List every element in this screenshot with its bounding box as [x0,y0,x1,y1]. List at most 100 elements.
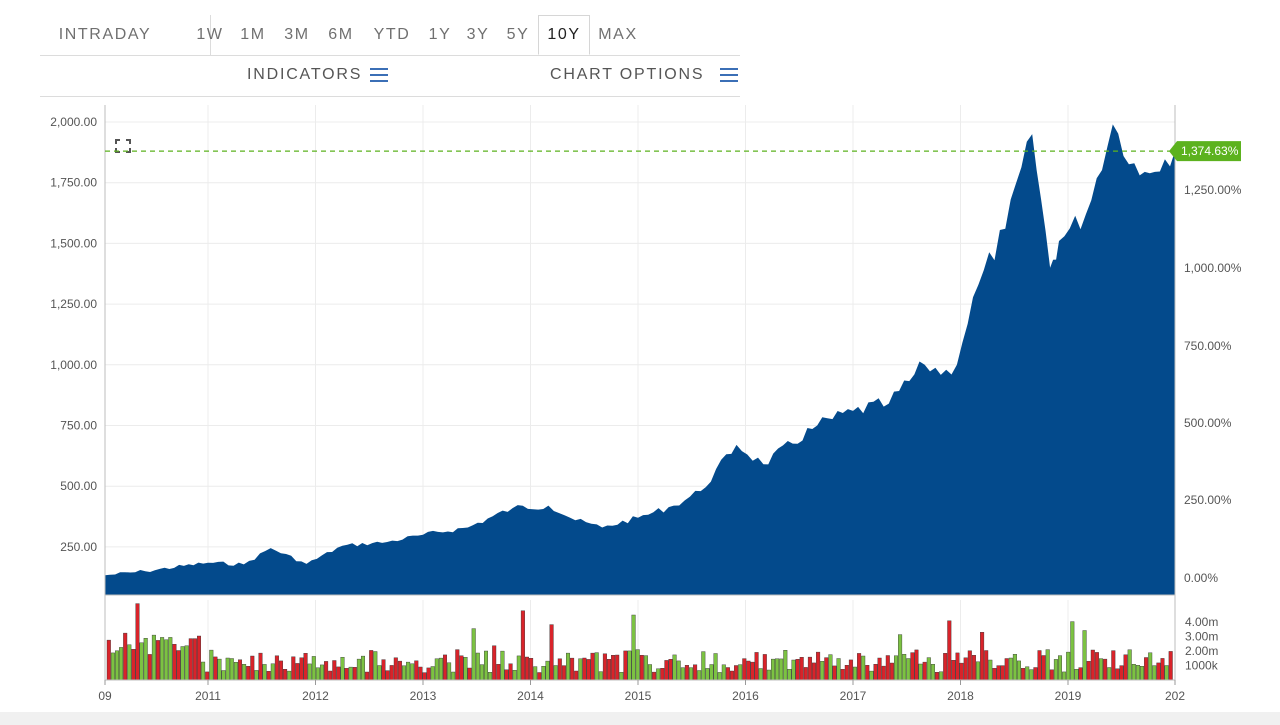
volume-bar [1127,649,1132,681]
indicators-button[interactable]: INDICATORS [247,55,362,95]
chart-options-menu-icon[interactable] [720,68,738,82]
range-10y-button[interactable]: 10Y [538,15,590,55]
volume-bar [680,667,685,681]
volume-bar [443,654,448,681]
x-tick-label: 2019 [1055,689,1082,703]
volume-bar [287,670,292,681]
volume-bar [168,637,173,681]
volume-bar [746,660,751,681]
range-1w-button[interactable]: 1W [196,26,224,43]
volume-bar [176,650,181,681]
volume-bar [898,634,903,681]
volume-bar [455,649,460,681]
volume-bar [389,665,394,681]
volume-bar [418,666,423,681]
volume-bar [578,658,583,681]
volume-bar [848,659,853,681]
y-left-tick-label: 2,000.00 [50,115,97,129]
volume-bar [201,661,206,681]
y-right-tick-label: 250.00% [1184,493,1232,507]
volume-bar [787,669,792,681]
volume-bar [730,670,735,681]
range-3y-button[interactable]: 3Y [466,26,490,43]
volume-bar [1017,660,1022,681]
range-1y-button[interactable]: 1Y [428,26,452,43]
volume-bar [976,661,981,681]
volume-bar [791,659,796,681]
range-ytd-button[interactable]: YTD [373,26,411,43]
volume-bar [114,650,119,681]
chart-options-button[interactable]: CHART OPTIONS [550,55,704,95]
volume-bar [762,654,767,681]
bottom-strip [0,712,1280,725]
volume-bar [549,624,554,681]
range-5y-button[interactable]: 5Y [506,26,530,43]
volume-bar [299,657,304,681]
volume-bar [648,664,653,681]
volume-bar [172,644,177,681]
volume-bar [566,652,571,681]
volume-bar [693,664,698,681]
volume-bar [369,650,374,681]
volume-bar [1119,665,1124,681]
x-tick-label: 2018 [947,689,974,703]
range-max-button[interactable]: MAX [598,26,638,43]
volume-bar [512,670,517,681]
volume-bar [385,670,390,681]
volume-bar [492,645,497,681]
volume-bar [1074,669,1079,681]
volume-bar [393,657,398,681]
current-value-label: 1,374.63% [1181,144,1239,158]
volume-bar [775,658,780,681]
volume-bar [734,665,739,681]
volume-bar [229,658,234,681]
volume-bar [447,662,452,681]
volume-bar [992,668,997,681]
volume-bar [807,656,812,681]
volume-bar [1021,668,1026,681]
y-right-tick-label: 500.00% [1184,416,1232,430]
expand-icon[interactable] [115,139,131,153]
volume-bar [258,652,263,681]
volume-bar [451,671,456,681]
volume-bar [1156,662,1161,681]
range-1m-button[interactable]: 1M [240,26,266,43]
volume-bar [209,649,214,681]
volume-bar [344,668,349,681]
x-tick-label: 09 [98,689,112,703]
volume-bar [471,628,476,681]
volume-bar [832,665,837,681]
volume-bar [311,656,316,681]
volume-bar [1025,666,1030,681]
range-3m-button[interactable]: 3M [284,26,310,43]
volume-bar [824,657,829,681]
volume-bar [377,665,382,681]
x-tick-label: 2015 [625,689,652,703]
volume-bar [779,658,784,681]
y-left-tick-label: 500.00 [60,479,97,493]
volume-bar [725,667,730,681]
volume-bar [1115,668,1120,681]
volume-bar [820,661,825,681]
volume-bar [635,649,640,681]
range-6m-button[interactable]: 6M [328,26,354,43]
volume-bar [356,658,361,681]
volume-bar [623,650,628,681]
axis-layer: 2,000.00 1,750.00 1,500.00 1,250.00 1,000.00… [50,105,1242,703]
range-intraday-button[interactable]: INTRADAY [58,26,152,43]
volume-bar [1057,655,1062,681]
volume-bar [1098,658,1103,681]
volume-bar [340,657,345,681]
volume-bar [1123,654,1128,681]
volume-bar [853,666,858,681]
indicators-menu-icon[interactable] [370,68,388,82]
x-tick-label: 202 [1165,689,1185,703]
volume-bar [836,658,841,681]
price-area-layer [105,124,1175,596]
x-tick-label: 2014 [517,689,544,703]
volume-bar [414,660,419,681]
volume-bar [438,657,443,681]
volume-bar [537,672,542,681]
volume-bar [1111,650,1116,681]
